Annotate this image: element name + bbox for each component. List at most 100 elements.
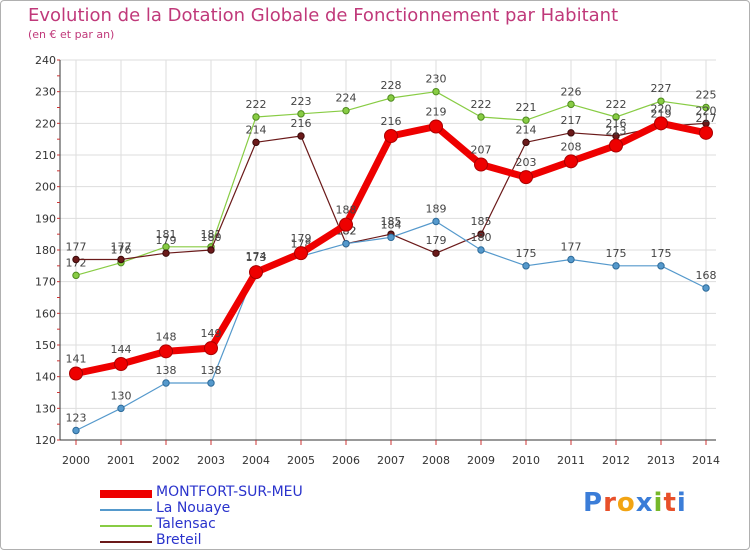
legend-swatch: [100, 509, 152, 511]
data-label-breteil: 177: [66, 241, 87, 254]
x-tick-label: 2006: [332, 454, 360, 467]
data-label-montfort-sur-meu: 144: [111, 343, 132, 356]
y-tick-label: 150: [35, 339, 56, 352]
data-label-montfort-sur-meu: 217: [696, 112, 717, 125]
y-tick-label: 190: [35, 212, 56, 225]
legend-swatch: [100, 525, 152, 527]
data-label-la-nouaye: 175: [651, 247, 672, 260]
data-label-montfort-sur-meu: 216: [381, 115, 402, 128]
data-label-la-nouaye: 174: [246, 250, 267, 263]
data-label-breteil: 220: [696, 104, 717, 117]
data-label-talensac: 222: [471, 98, 492, 111]
data-point-la-nouaye: [612, 262, 620, 270]
data-point-breteil: [297, 132, 305, 140]
x-tick-label: 2001: [107, 454, 135, 467]
data-label-talensac: 225: [696, 89, 717, 102]
legend-label: Talensac: [156, 516, 216, 532]
data-point-montfort-sur-meu: [609, 138, 623, 153]
data-label-talensac: 181: [156, 228, 177, 241]
legend-swatch: [100, 541, 152, 543]
data-label-montfort-sur-meu: 179: [291, 232, 312, 245]
data-label-talensac: 222: [246, 98, 267, 111]
x-tick-label: 2000: [62, 454, 90, 467]
x-tick-label: 2014: [692, 454, 720, 467]
x-tick-label: 2002: [152, 454, 180, 467]
data-point-montfort-sur-meu: [294, 246, 308, 261]
data-label-montfort-sur-meu: 173: [246, 251, 267, 264]
x-tick-label: 2003: [197, 454, 225, 467]
data-point-talensac: [612, 113, 620, 121]
data-label-la-nouaye: 168: [696, 269, 717, 282]
data-point-talensac: [477, 113, 485, 121]
y-tick-label: 140: [35, 371, 56, 384]
x-tick-label: 2013: [647, 454, 675, 467]
data-label-breteil: 216: [291, 117, 312, 130]
x-tick-label: 2007: [377, 454, 405, 467]
data-label-la-nouaye: 177: [561, 241, 582, 254]
data-point-montfort-sur-meu: [519, 170, 533, 185]
data-point-montfort-sur-meu: [69, 366, 83, 381]
data-point-breteil: [522, 138, 530, 147]
data-label-la-nouaye: 175: [516, 247, 537, 260]
data-point-la-nouaye: [477, 246, 485, 254]
data-point-talensac: [432, 87, 440, 96]
x-tick-label: 2008: [422, 454, 450, 467]
data-point-la-nouaye: [162, 379, 170, 387]
data-point-breteil: [117, 255, 125, 264]
legend-swatch: [100, 490, 152, 498]
data-point-talensac: [567, 100, 575, 109]
data-point-montfort-sur-meu: [564, 154, 578, 169]
data-point-breteil: [252, 138, 260, 147]
data-point-montfort-sur-meu: [474, 157, 488, 172]
data-label-talensac: 176: [111, 244, 132, 257]
data-label-montfort-sur-meu: 220: [651, 102, 672, 115]
data-point-la-nouaye: [117, 404, 125, 413]
data-point-montfort-sur-meu: [114, 357, 128, 371]
y-tick-label: 160: [35, 307, 56, 320]
x-tick-label: 2012: [602, 454, 630, 467]
data-point-talensac: [702, 103, 710, 112]
y-tick-label: 120: [35, 434, 56, 447]
data-point-la-nouaye: [432, 217, 440, 226]
data-point-la-nouaye: [702, 284, 710, 292]
data-label-breteil: 214: [246, 123, 267, 136]
data-point-montfort-sur-meu: [384, 129, 398, 143]
x-tick-label: 2005: [287, 454, 315, 467]
data-label-breteil: 179: [426, 234, 447, 247]
chart-subtitle: (en € et par an): [28, 28, 115, 41]
data-point-talensac: [657, 97, 665, 105]
data-point-talensac: [297, 110, 305, 118]
data-point-montfort-sur-meu: [159, 344, 173, 359]
data-point-montfort-sur-meu: [204, 341, 218, 356]
data-label-talensac: 226: [561, 85, 582, 98]
data-point-breteil: [162, 249, 170, 257]
data-label-breteil: 217: [561, 114, 582, 127]
x-tick-label: 2011: [557, 454, 585, 467]
y-tick-label: 240: [35, 54, 56, 67]
data-point-talensac: [72, 271, 80, 280]
data-label-montfort-sur-meu: 207: [471, 144, 492, 157]
data-label-talensac: 227: [651, 82, 672, 95]
y-tick-label: 210: [35, 149, 56, 162]
y-tick-label: 180: [35, 244, 56, 257]
x-tick-label: 2010: [512, 454, 540, 467]
data-point-la-nouaye: [567, 255, 575, 264]
data-label-talensac: 224: [336, 92, 357, 105]
data-label-talensac: 230: [426, 73, 447, 86]
chart-title: Evolution de la Dotation Globale de Fonc…: [28, 5, 619, 26]
data-label-montfort-sur-meu: 208: [561, 140, 582, 153]
data-point-breteil: [477, 230, 485, 238]
x-tick-label: 2004: [242, 454, 270, 467]
data-point-la-nouaye: [72, 426, 80, 435]
data-label-breteil: 219: [651, 108, 672, 121]
data-label-la-nouaye: 130: [111, 389, 132, 402]
data-point-breteil: [207, 246, 215, 254]
data-point-montfort-sur-meu: [339, 217, 353, 232]
data-point-breteil: [72, 255, 80, 264]
data-label-breteil: 216: [606, 117, 627, 130]
data-point-montfort-sur-meu: [429, 119, 443, 134]
data-point-talensac: [252, 113, 260, 121]
data-point-talensac: [522, 116, 530, 124]
data-label-talensac: 223: [291, 95, 312, 108]
